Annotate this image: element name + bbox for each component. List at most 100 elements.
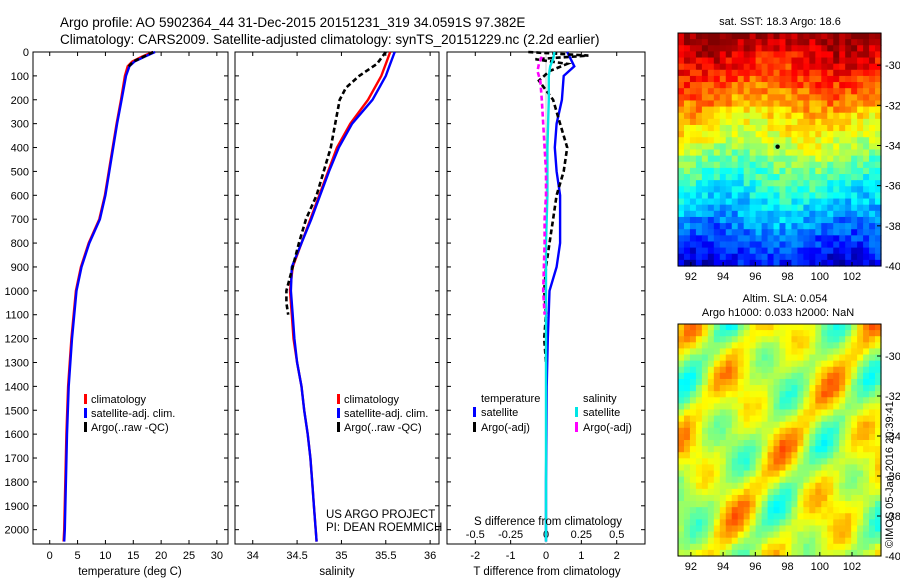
heatmap-cell: [815, 63, 822, 71]
heatmap-cell: [767, 342, 775, 350]
heatmap-cell: [875, 415, 882, 423]
heatmap-cell: [678, 513, 685, 520]
heatmap-cell: [785, 409, 793, 417]
heatmap-cell: [845, 452, 852, 459]
heatmap-cell: [713, 440, 721, 447]
heatmap-cell: [719, 57, 727, 65]
heatmap-cell: [779, 241, 787, 249]
heatmap-cell: [678, 106, 685, 114]
heatmap-cell: [713, 421, 721, 429]
heatmap-cell: [839, 415, 846, 423]
heatmap-cell: [821, 229, 828, 236]
heatmap-cell: [851, 69, 858, 77]
heatmap-cell: [749, 324, 757, 331]
heatmap-cell: [767, 324, 775, 331]
heatmap-cell: [875, 348, 882, 356]
heatmap-cell: [725, 192, 733, 200]
heatmap-cell: [863, 440, 870, 447]
heatmap-cell: [839, 33, 846, 40]
heatmap-cell: [809, 354, 816, 362]
heatmap-cell: [875, 45, 882, 52]
heatmap-cell: [773, 501, 781, 508]
heatmap-cell: [875, 549, 882, 557]
heatmap-cell: [809, 488, 816, 496]
heatmap-cell: [737, 253, 745, 261]
heatmap-cell: [749, 513, 757, 520]
heatmap-cell: [839, 482, 846, 490]
heatmap-cell: [737, 247, 745, 255]
heatmap-cell: [809, 192, 816, 200]
heatmap-cell: [761, 482, 769, 490]
heatmap-cell: [791, 143, 799, 151]
heatmap-cell: [779, 167, 787, 175]
heatmap-cell: [815, 354, 822, 362]
heatmap-cell: [755, 464, 763, 472]
heatmap-cell: [827, 75, 834, 83]
heatmap-cell: [785, 118, 793, 126]
x-tick-label: 1: [578, 550, 584, 562]
heatmap-cell: [761, 118, 769, 126]
heatmap-cell: [707, 348, 715, 356]
heatmap-cell: [839, 330, 846, 337]
heatmap-cell: [713, 415, 721, 423]
heatmap-cell: [695, 192, 703, 200]
heatmap-cell: [695, 167, 703, 175]
heatmap-cell: [839, 75, 846, 83]
heatmap-cell: [743, 51, 751, 59]
heatmap-cell: [803, 440, 810, 447]
heatmap-cell: [821, 137, 828, 144]
heatmap-cell: [839, 106, 846, 114]
heatmap-cell: [797, 507, 804, 514]
heatmap-cell: [857, 223, 864, 230]
heatmap-cell: [839, 186, 846, 194]
heatmap-cell: [797, 464, 804, 472]
heatmap-cell: [869, 82, 876, 89]
x-tick-label: 35: [335, 550, 347, 562]
heatmap-cell: [785, 63, 793, 71]
heatmap-cell: [827, 57, 834, 65]
heatmap-cell: [713, 198, 721, 206]
heatmap-cell: [749, 124, 757, 132]
heatmap-cell: [827, 155, 834, 163]
heatmap-cell: [833, 348, 840, 356]
heatmap-cell: [761, 39, 769, 46]
heatmap-cell: [743, 403, 751, 411]
heatmap-cell: [719, 143, 727, 151]
heatmap-cell: [731, 82, 739, 89]
heatmap-cell: [809, 440, 816, 447]
heatmap-cell: [737, 433, 745, 441]
heatmap-cell: [833, 488, 840, 496]
heatmap-cell: [827, 378, 834, 386]
heatmap-cell: [845, 137, 852, 144]
heatmap-cell: [833, 360, 840, 368]
heatmap-cell: [833, 106, 840, 114]
heatmap-cell: [767, 549, 775, 557]
heatmap-cell: [689, 82, 697, 89]
heatmap-cell: [821, 161, 828, 169]
heatmap-cell: [863, 488, 870, 496]
heatmap-cell: [767, 366, 775, 374]
heatmap-cell: [791, 75, 799, 83]
heatmap-cell: [851, 235, 858, 243]
heatmap-cell: [725, 324, 733, 331]
y-tick-label: 400: [11, 143, 29, 155]
heatmap-cell: [857, 543, 864, 551]
heatmap-cell: [737, 488, 745, 496]
heatmap-cell: [737, 131, 745, 138]
heatmap-cell: [713, 143, 721, 151]
heatmap-cell: [845, 549, 852, 557]
heatmap-cell: [678, 229, 685, 236]
heatmap-cell: [821, 112, 828, 120]
heatmap-cell: [737, 155, 745, 163]
heatmap-cell: [869, 131, 876, 138]
heatmap-cell: [785, 174, 793, 181]
heatmap-cell: [707, 82, 715, 89]
heatmap-cell: [773, 167, 781, 175]
heatmap-cell: [785, 403, 793, 411]
heatmap-cell: [857, 94, 864, 102]
heatmap-cell: [797, 39, 804, 46]
heatmap-cell: [785, 421, 793, 429]
heatmap-cell: [695, 507, 703, 514]
heatmap-cell: [863, 82, 870, 89]
heatmap-cell: [845, 360, 852, 368]
